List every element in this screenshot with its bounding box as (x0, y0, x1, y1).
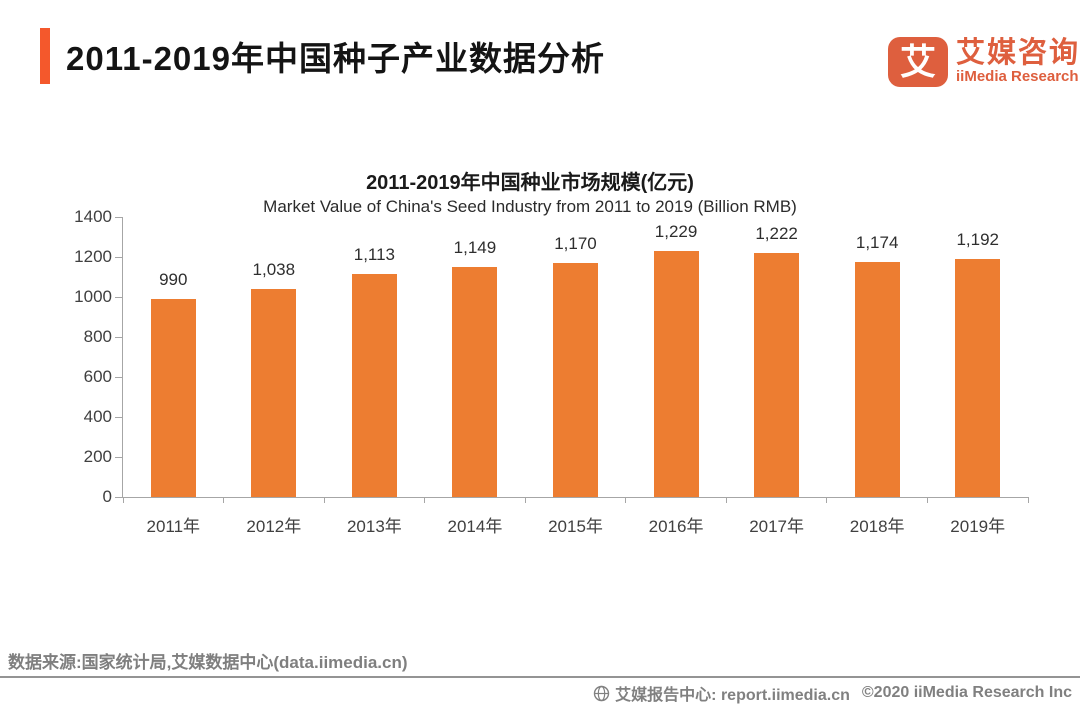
bar-value-label: 1,192 (956, 230, 999, 249)
bar-value-label: 1,113 (353, 245, 396, 264)
x-axis-tick (223, 497, 225, 503)
y-axis-tick-label: 1200 (74, 247, 112, 266)
globe-icon (593, 685, 610, 701)
x-axis-label: 2017年 (749, 517, 805, 536)
x-axis-label: 2012年 (246, 517, 302, 536)
bar-value-label: 1,170 (554, 234, 597, 253)
y-axis-tick (115, 456, 123, 458)
bar-value-label: 1,229 (654, 222, 698, 241)
iimedia-logo: 艾 艾媒咨询 iiMedia Research (888, 37, 1080, 87)
chart-title-block: 2011-2019年中国种业市场规模(亿元) Market Value of C… (30, 171, 1030, 217)
x-axis-label: 2011年 (146, 517, 201, 536)
y-axis-tick-label: 400 (83, 407, 112, 426)
y-axis-tick-label: 1000 (74, 287, 112, 306)
y-axis-tick (115, 496, 123, 498)
x-axis-tick (625, 497, 627, 503)
bar (452, 267, 498, 497)
x-axis-label: 2015年 (548, 517, 603, 536)
x-axis-tick (424, 497, 426, 503)
report-center-link: 艾媒报告中心: report.iimedia.cn (615, 687, 850, 704)
bar (251, 289, 297, 497)
logo-glyph: 艾 (899, 41, 936, 82)
bar-value-label: 1,174 (855, 233, 899, 252)
bar (854, 262, 900, 497)
x-axis-tick (725, 497, 727, 503)
bar (754, 253, 800, 497)
footer-credit: 艾媒报告中心: report.iimedia.cn ©2020 iiMedia … (593, 681, 1072, 705)
chart-title: 2011-2019年中国种业市场规模(亿元) (366, 172, 694, 194)
brand-name-en: iiMedia Research (956, 68, 1079, 85)
x-axis-tick (1027, 497, 1029, 503)
x-axis-label: 2019年 (950, 517, 1006, 536)
plot-area: 0 200 400 600 800 1000 1200 1400 990 2011年 1,038 20… (74, 207, 1029, 536)
bar-value-label: 990 (159, 270, 188, 289)
x-axis-label: 2013年 (346, 517, 402, 536)
bar-value-label: 1,038 (252, 260, 296, 279)
y-axis-tick-label: 600 (83, 367, 112, 386)
x-axis-label: 2018年 (849, 517, 905, 536)
y-axis-tick-label: 800 (83, 327, 112, 346)
bar (553, 263, 598, 497)
y-axis-tick-label: 1400 (74, 207, 112, 226)
bar-value-label: 1,222 (755, 224, 798, 243)
y-axis-tick (115, 216, 123, 218)
x-axis-label: 2016年 (648, 517, 704, 536)
y-axis-tick-label: 200 (83, 447, 112, 466)
x-axis-tick (926, 497, 928, 503)
bar (955, 259, 1001, 497)
x-axis-tick (826, 497, 828, 503)
chart-subtitle: Market Value of China's Seed Industry fr… (263, 197, 797, 216)
y-axis-tick (115, 256, 123, 258)
iimedia-logo-icon: 艾 (888, 37, 948, 87)
x-axis-label: 2014年 (447, 517, 503, 536)
y-axis-tick (115, 296, 123, 298)
data-source-note: 数据来源:国家统计局,艾媒数据中心(data.iimedia.cn) (8, 653, 408, 672)
y-axis-tick (115, 416, 123, 418)
y-axis-tick-label: 0 (102, 487, 112, 506)
bar (150, 299, 196, 497)
brand-name-cn: 艾媒咨询 (956, 37, 1080, 69)
page-title: 2011-2019年中国种子产业数据分析 (66, 40, 605, 77)
footer-divider (0, 676, 1080, 678)
x-axis-tick (323, 497, 325, 503)
bar (351, 274, 397, 497)
x-axis-tick (122, 497, 124, 503)
copyright-text: ©2020 iiMedia Research Inc (861, 684, 1072, 701)
bar-value-label: 1,149 (453, 238, 497, 257)
x-axis-tick (524, 497, 526, 503)
bar (653, 251, 699, 497)
logo-text: 艾媒咨询 iiMedia Research (956, 37, 1080, 85)
title-accent-bar (40, 28, 50, 84)
y-axis-tick (115, 336, 123, 338)
y-axis-tick (115, 376, 123, 378)
